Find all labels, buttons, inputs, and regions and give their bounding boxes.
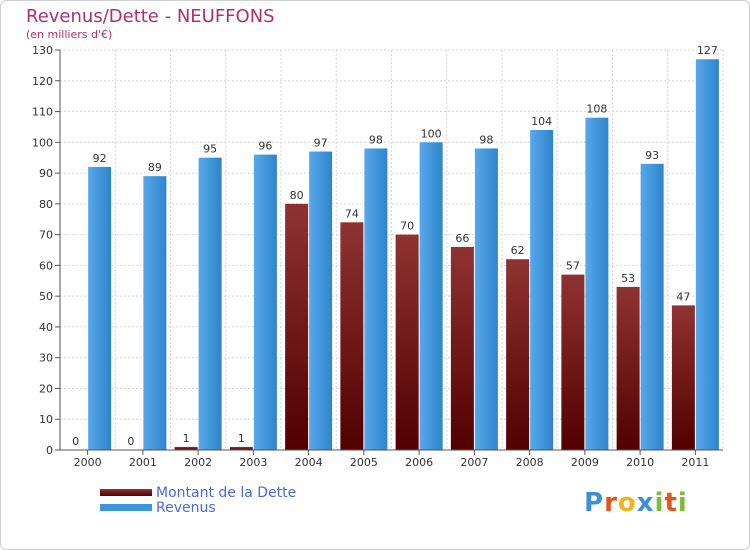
y-tick-label: 50 (39, 290, 53, 303)
legend-label-debt: Montant de la Dette (156, 485, 297, 501)
y-tick-label: 130 (32, 44, 53, 57)
x-tick-label: 2002 (184, 456, 212, 469)
y-tick-label: 110 (32, 106, 53, 119)
data-label-revenus: 100 (421, 127, 442, 140)
bar-revenus (585, 117, 609, 450)
bar-revenus (198, 157, 222, 450)
data-label-debt: 57 (566, 260, 580, 273)
y-tick-label: 120 (32, 75, 53, 88)
chart-title: Revenus/Dette - NEUFFONS (26, 6, 275, 27)
x-tick-label: 2004 (295, 456, 323, 469)
logo-letter: P (584, 488, 605, 518)
data-label-revenus: 98 (369, 133, 383, 146)
data-label-debt: 66 (455, 232, 469, 245)
data-label-debt: 53 (621, 272, 635, 285)
y-tick-label: 100 (32, 136, 53, 149)
y-tick-label: 10 (39, 413, 53, 426)
y-tick-label: 60 (39, 259, 53, 272)
bar-debt (395, 234, 419, 450)
chart-subtitle: (en milliers d'€) (26, 28, 113, 41)
logo-letter: i (654, 488, 665, 518)
logo-letter: i (677, 488, 688, 518)
logo-letter: t (664, 488, 678, 518)
bar-revenus (253, 154, 277, 450)
logo-letter: o (617, 488, 637, 518)
y-tick-label: 70 (39, 229, 53, 242)
y-tick-label: 30 (39, 352, 53, 365)
bar-revenus (474, 148, 498, 450)
proxiti-logo: Proxiti (584, 488, 688, 518)
data-label-revenus: 127 (697, 44, 718, 57)
data-label-revenus: 95 (203, 143, 217, 156)
logo-letter: x (636, 488, 655, 518)
bar-revenus (364, 148, 388, 450)
y-tick-label: 40 (39, 321, 53, 334)
bar-revenus (88, 166, 112, 450)
bar-revenus (640, 163, 664, 450)
bar-debt (561, 274, 585, 450)
bar-debt (450, 246, 474, 450)
x-tick-label: 2007 (460, 456, 488, 469)
data-label-revenus: 92 (93, 152, 107, 165)
data-label-debt: 70 (400, 220, 414, 233)
data-label-debt: 0 (72, 435, 79, 448)
x-tick-label: 2009 (571, 456, 599, 469)
legend-swatch-debt (100, 489, 152, 496)
data-label-revenus: 89 (148, 161, 162, 174)
x-tick-label: 2003 (239, 456, 267, 469)
y-tick-label: 20 (39, 382, 53, 395)
data-label-revenus: 93 (645, 149, 659, 162)
data-label-debt: 80 (290, 189, 304, 202)
x-tick-label: 2010 (626, 456, 654, 469)
x-tick-label: 2001 (129, 456, 157, 469)
legend-label-revenus: Revenus (156, 500, 216, 516)
bar-revenus (143, 176, 167, 450)
data-label-revenus: 97 (314, 137, 328, 150)
y-tick-label: 0 (46, 444, 53, 457)
bar-debt (616, 286, 640, 450)
data-label-debt: 47 (676, 290, 690, 303)
y-tick-label: 80 (39, 198, 53, 211)
bar-debt (671, 305, 695, 450)
bar-debt (285, 203, 309, 450)
x-tick-label: 2011 (681, 456, 709, 469)
data-label-debt: 1 (183, 432, 190, 445)
legend-swatch-revenus (100, 504, 152, 511)
data-label-revenus: 108 (586, 103, 607, 116)
bar-debt (229, 446, 253, 450)
bar-debt (340, 222, 364, 450)
data-label-debt: 1 (238, 432, 245, 445)
bar-debt (506, 259, 530, 450)
data-label-debt: 62 (511, 244, 525, 257)
data-label-debt: 0 (127, 435, 134, 448)
data-label-revenus: 98 (479, 133, 493, 146)
x-tick-label: 2006 (405, 456, 433, 469)
x-tick-label: 2005 (350, 456, 378, 469)
bar-revenus (309, 151, 333, 451)
bar-revenus (695, 59, 719, 450)
bar-revenus (419, 142, 443, 451)
x-tick-label: 2000 (74, 456, 102, 469)
y-tick-label: 90 (39, 167, 53, 180)
bar-debt (174, 446, 198, 450)
data-label-debt: 74 (345, 207, 359, 220)
data-label-revenus: 96 (258, 140, 272, 153)
x-tick-label: 2008 (516, 456, 544, 469)
logo-letter: r (604, 488, 618, 518)
bar-revenus (530, 130, 554, 450)
data-label-revenus: 104 (531, 115, 552, 128)
